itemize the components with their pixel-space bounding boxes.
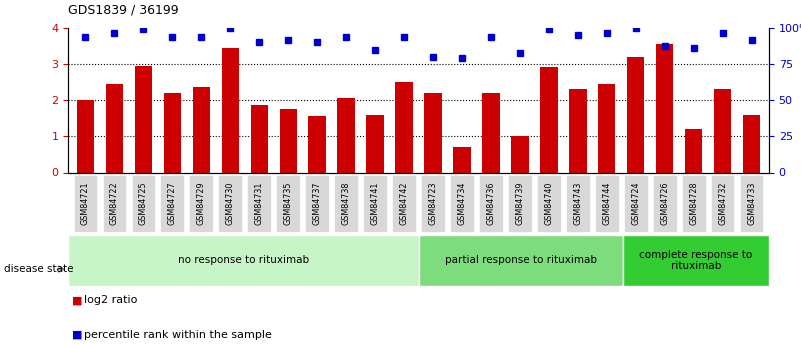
Bar: [135, 66, 152, 172]
FancyBboxPatch shape: [418, 235, 623, 286]
Bar: [743, 115, 760, 172]
Bar: [482, 93, 500, 172]
FancyBboxPatch shape: [103, 175, 127, 232]
Bar: [337, 98, 355, 172]
Bar: [308, 116, 326, 172]
FancyBboxPatch shape: [276, 175, 300, 232]
FancyBboxPatch shape: [624, 175, 648, 232]
Bar: [627, 57, 645, 172]
Text: disease state: disease state: [4, 264, 74, 274]
Text: log2 ratio: log2 ratio: [84, 295, 138, 305]
FancyBboxPatch shape: [566, 175, 590, 232]
FancyBboxPatch shape: [392, 175, 416, 232]
FancyBboxPatch shape: [653, 175, 677, 232]
FancyBboxPatch shape: [160, 175, 184, 232]
FancyBboxPatch shape: [189, 175, 213, 232]
FancyBboxPatch shape: [623, 235, 769, 286]
Bar: [511, 136, 529, 172]
FancyBboxPatch shape: [479, 175, 503, 232]
FancyBboxPatch shape: [537, 175, 561, 232]
Bar: [685, 129, 702, 172]
Text: GSM84738: GSM84738: [341, 182, 351, 225]
Text: percentile rank within the sample: percentile rank within the sample: [84, 330, 272, 339]
Text: GSM84737: GSM84737: [312, 182, 322, 225]
FancyBboxPatch shape: [305, 175, 329, 232]
Bar: [192, 87, 210, 172]
Bar: [106, 84, 123, 172]
Text: GSM84732: GSM84732: [718, 182, 727, 225]
Text: GSM84741: GSM84741: [371, 182, 380, 225]
Bar: [280, 109, 297, 172]
Text: GSM84735: GSM84735: [284, 182, 292, 225]
Text: no response to rituximab: no response to rituximab: [178, 256, 309, 265]
Text: GSM84721: GSM84721: [81, 182, 90, 225]
Text: GSM84743: GSM84743: [574, 182, 582, 225]
Text: GSM84728: GSM84728: [689, 182, 698, 225]
FancyBboxPatch shape: [450, 175, 474, 232]
Text: GSM84742: GSM84742: [400, 182, 409, 225]
Text: GSM84744: GSM84744: [602, 182, 611, 225]
Bar: [714, 89, 731, 172]
FancyBboxPatch shape: [595, 175, 618, 232]
Bar: [425, 93, 441, 172]
Bar: [396, 82, 413, 172]
Bar: [163, 93, 181, 172]
FancyBboxPatch shape: [74, 175, 98, 232]
FancyBboxPatch shape: [219, 175, 242, 232]
Text: GSM84723: GSM84723: [429, 182, 437, 225]
Text: GSM84729: GSM84729: [197, 182, 206, 225]
Text: partial response to rituximab: partial response to rituximab: [445, 256, 597, 265]
Text: GDS1839 / 36199: GDS1839 / 36199: [68, 3, 179, 16]
FancyBboxPatch shape: [131, 175, 155, 232]
Text: complete response to
rituximab: complete response to rituximab: [639, 250, 753, 271]
Text: GSM84725: GSM84725: [139, 182, 148, 225]
Text: GSM84740: GSM84740: [545, 182, 553, 225]
Text: ■: ■: [72, 295, 83, 305]
Text: GSM84736: GSM84736: [486, 182, 496, 225]
Text: GSM84731: GSM84731: [255, 182, 264, 225]
FancyBboxPatch shape: [682, 175, 706, 232]
Text: GSM84722: GSM84722: [110, 182, 119, 225]
Bar: [540, 68, 557, 172]
FancyBboxPatch shape: [739, 175, 763, 232]
Bar: [570, 89, 586, 172]
Text: GSM84727: GSM84727: [168, 182, 177, 225]
Bar: [251, 106, 268, 172]
Text: GSM84733: GSM84733: [747, 182, 756, 225]
Bar: [598, 84, 615, 172]
Text: GSM84734: GSM84734: [457, 182, 466, 225]
FancyBboxPatch shape: [508, 175, 532, 232]
Text: ■: ■: [72, 330, 83, 339]
Text: GSM84730: GSM84730: [226, 182, 235, 225]
FancyBboxPatch shape: [68, 235, 418, 286]
FancyBboxPatch shape: [334, 175, 358, 232]
Bar: [656, 44, 674, 172]
Bar: [222, 48, 239, 172]
FancyBboxPatch shape: [421, 175, 445, 232]
Bar: [453, 147, 471, 172]
Text: GSM84726: GSM84726: [660, 182, 669, 225]
Bar: [366, 115, 384, 172]
FancyBboxPatch shape: [248, 175, 271, 232]
FancyBboxPatch shape: [710, 175, 735, 232]
FancyBboxPatch shape: [363, 175, 387, 232]
Bar: [77, 100, 95, 172]
Text: GSM84724: GSM84724: [631, 182, 640, 225]
Text: GSM84739: GSM84739: [515, 182, 525, 225]
